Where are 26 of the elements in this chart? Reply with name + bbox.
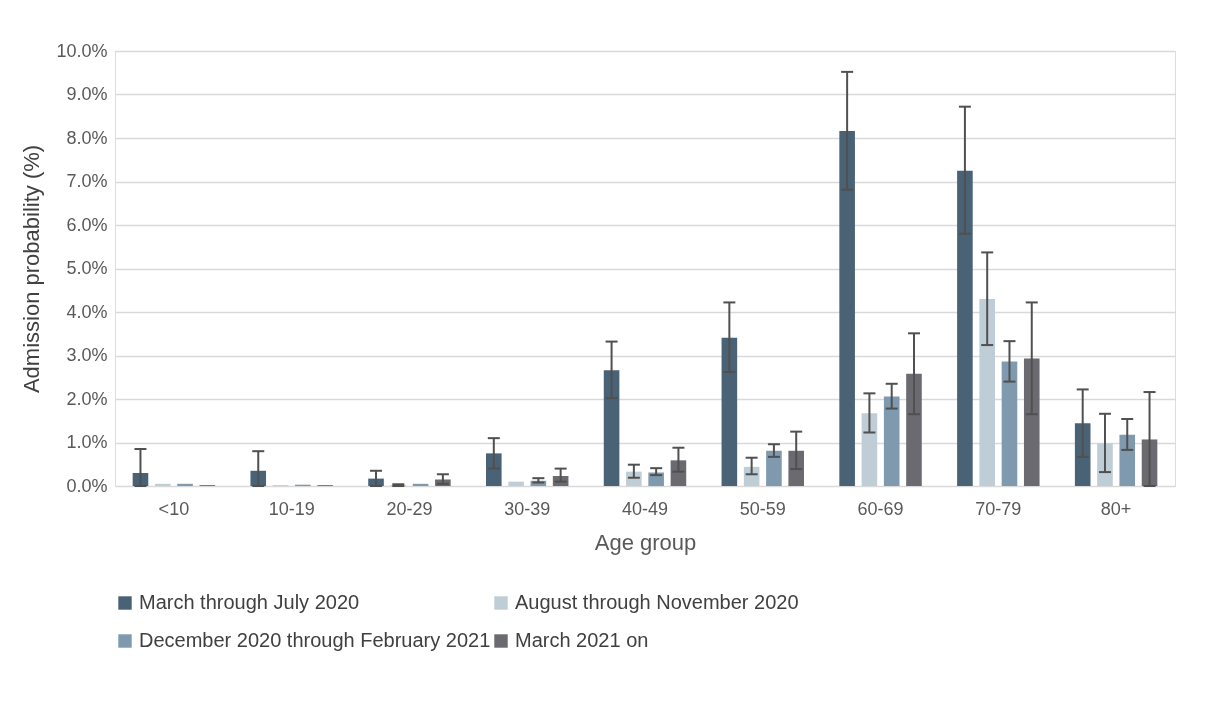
y-tick-label: 2.0%	[66, 388, 108, 409]
x-tick-label: 70-79	[975, 498, 1022, 519]
x-tick-label: 30-39	[504, 498, 551, 519]
y-tick-label: 3.0%	[66, 345, 108, 365]
y-tick-label: 5.0%	[66, 258, 108, 278]
y-tick-label: 9.0%	[66, 84, 108, 104]
x-tick-label: 10-19	[268, 498, 315, 519]
x-tick-label: 60-69	[857, 498, 904, 519]
x-tick-label: 40-49	[621, 498, 669, 519]
legend-label: December 2020 through February 2021	[139, 629, 491, 651]
y-tick-label: 1.0%	[66, 432, 108, 452]
x-tick-label: 20-29	[386, 498, 433, 519]
x-tick-label: <10	[158, 498, 190, 519]
legend-label: March through July 2020	[139, 591, 360, 613]
x-tick-label: 80+	[1100, 498, 1132, 519]
y-axis-title: Admission probability (%)	[19, 144, 45, 394]
y-tick-label: 6.0%	[66, 214, 108, 235]
y-tick-label: 7.0%	[66, 171, 108, 191]
x-axis-title: Age group	[594, 529, 697, 555]
y-tick-label: 8.0%	[66, 127, 108, 148]
x-tick-label: 50-59	[739, 498, 786, 519]
y-tick-label: 0.0%	[66, 475, 108, 496]
legend-label: March 2021 on	[515, 629, 649, 651]
y-tick-label: 4.0%	[66, 301, 108, 322]
legend-label: August through November 2020	[515, 591, 799, 613]
y-tick-label: 10.0%	[56, 40, 108, 61]
